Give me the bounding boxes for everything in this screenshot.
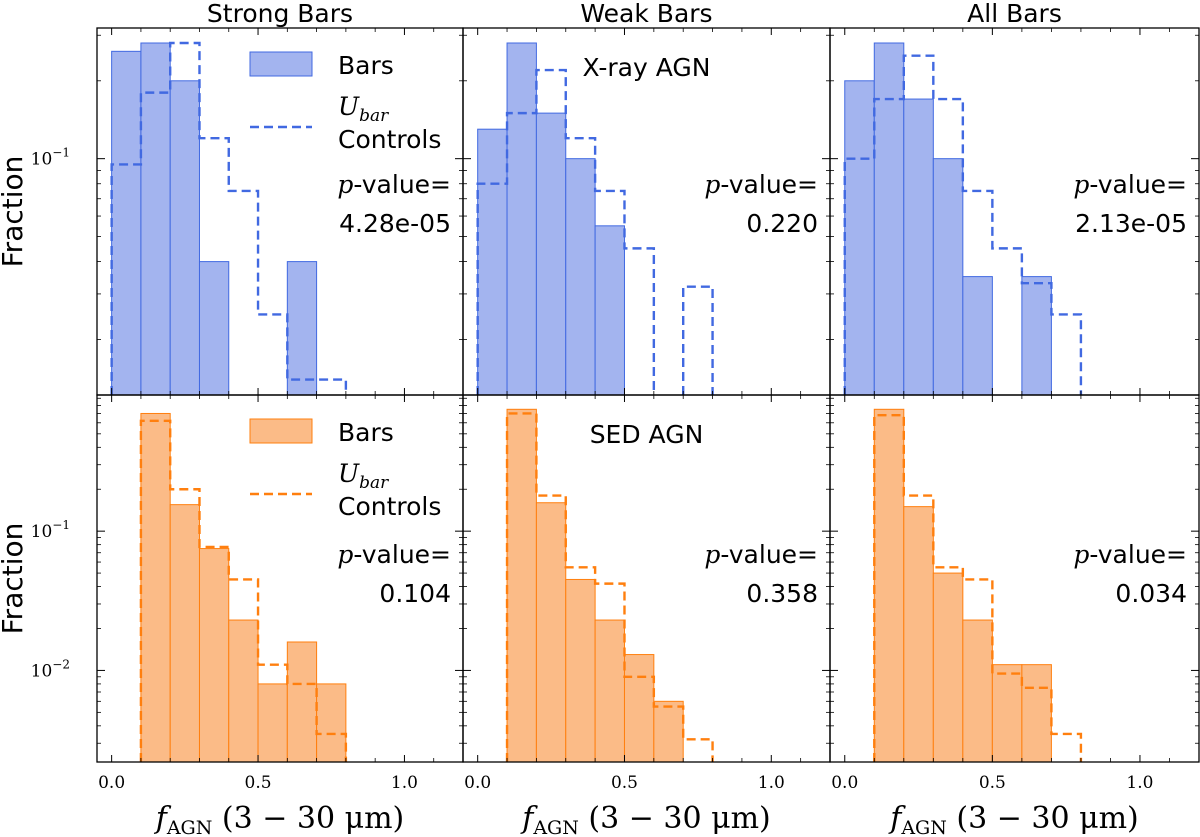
panel-xray-1: p-value= 4.28e-05 xyxy=(96,27,464,396)
bar xyxy=(506,42,537,396)
pvalue-value: 4.28e-05 xyxy=(339,209,451,238)
legend-bars-label: Bars xyxy=(338,418,394,447)
panel-xray-3: p-value= 2.13e-05 xyxy=(829,27,1200,396)
bar xyxy=(1021,276,1052,396)
y-axis-label: Fraction xyxy=(0,523,29,635)
x-tick-label: 0.0 xyxy=(98,773,125,793)
x-tick-label: 0.5 xyxy=(245,773,272,793)
pvalue-label: p-value= xyxy=(1073,540,1187,569)
bar xyxy=(1021,664,1052,763)
bar xyxy=(535,112,567,396)
bar xyxy=(506,408,537,763)
legend-ubar-label: Ubar xyxy=(338,92,389,126)
bar xyxy=(198,548,230,763)
bar xyxy=(140,42,171,396)
bar xyxy=(257,683,288,763)
y-tick-label: 10−1 xyxy=(31,518,70,542)
bar xyxy=(198,261,230,396)
bar xyxy=(873,42,905,396)
controls-step-line xyxy=(505,412,714,762)
x-axis-label: fAGN (3 − 30 μm) xyxy=(520,801,771,837)
panel-sed-2: p-value= 0.358 xyxy=(462,394,831,763)
controls-step-line xyxy=(682,285,714,395)
x-tick-label: 1.0 xyxy=(1126,773,1153,793)
legend-controls-label: Controls xyxy=(338,492,441,521)
controls-step-line xyxy=(873,414,1083,762)
bar xyxy=(477,128,508,396)
bar xyxy=(873,408,905,763)
panel-xray-2: p-value= 0.220 xyxy=(462,27,831,396)
bar xyxy=(169,80,200,396)
bar xyxy=(903,98,934,396)
x-tick-label: 1.0 xyxy=(391,773,418,793)
bar xyxy=(565,158,596,396)
bar xyxy=(991,664,1023,763)
x-tick-label: 0.0 xyxy=(831,773,858,793)
bar xyxy=(594,225,625,396)
bar xyxy=(535,502,567,763)
bar xyxy=(316,683,347,763)
row-annotation: SED AGN xyxy=(590,420,704,449)
bar xyxy=(653,700,684,763)
pvalue-value: 0.358 xyxy=(746,579,818,608)
bar xyxy=(565,578,596,763)
controls-step-line xyxy=(110,41,348,395)
y-tick-label: 10−1 xyxy=(31,146,70,170)
bar xyxy=(903,506,934,763)
pvalue-label: p-value= xyxy=(704,170,818,199)
pvalue-value: 2.13e-05 xyxy=(1075,209,1187,238)
legend-bars-swatch xyxy=(249,51,313,77)
pvalue-value: 0.220 xyxy=(746,209,818,238)
bar xyxy=(932,158,964,396)
bar xyxy=(962,619,993,763)
panel-sed-1: p-value= 0.104 xyxy=(96,394,464,763)
x-tick-label: 0.0 xyxy=(464,773,491,793)
pvalue-label: p-value= xyxy=(704,540,818,569)
bar xyxy=(932,572,964,763)
bar xyxy=(286,261,318,396)
pvalue-label: p-value= xyxy=(1073,170,1187,199)
bar xyxy=(228,619,259,763)
legend-bars-swatch xyxy=(249,418,313,444)
controls-step-line xyxy=(139,419,348,762)
panel-sed-3: p-value= 0.034 xyxy=(829,394,1200,763)
bar xyxy=(962,276,993,396)
pvalue-label: p-value= xyxy=(337,170,451,199)
pvalue-value: 0.034 xyxy=(1115,579,1187,608)
column-title: All Bars xyxy=(967,0,1062,28)
legend-bars-label: Bars xyxy=(338,51,394,80)
x-tick-label: 0.5 xyxy=(979,773,1006,793)
bar xyxy=(594,619,625,763)
y-axis-label: Fraction xyxy=(0,156,29,268)
pvalue-value: 0.104 xyxy=(379,579,451,608)
row-annotation: X-ray AGN xyxy=(583,53,711,82)
legend-controls-label: Controls xyxy=(338,125,441,154)
legend-ubar-label: Ubar xyxy=(338,459,389,493)
bar xyxy=(844,80,875,396)
bar xyxy=(111,50,142,396)
bar xyxy=(169,504,200,763)
controls-step-line xyxy=(843,54,1083,395)
x-axis-label: fAGN (3 − 30 μm) xyxy=(888,801,1139,837)
panel-frame xyxy=(829,394,1200,763)
bar xyxy=(623,654,655,763)
bar xyxy=(286,641,318,763)
x-tick-label: 0.5 xyxy=(611,773,638,793)
x-axis-label: fAGN (3 − 30 μm) xyxy=(154,801,405,837)
controls-step-line xyxy=(476,68,656,395)
bar xyxy=(140,412,171,763)
y-tick-label: 10−2 xyxy=(31,657,70,681)
x-tick-label: 1.0 xyxy=(758,773,785,793)
pvalue-label: p-value= xyxy=(337,540,451,569)
column-title: Strong Bars xyxy=(207,0,353,28)
column-title: Weak Bars xyxy=(580,0,712,28)
